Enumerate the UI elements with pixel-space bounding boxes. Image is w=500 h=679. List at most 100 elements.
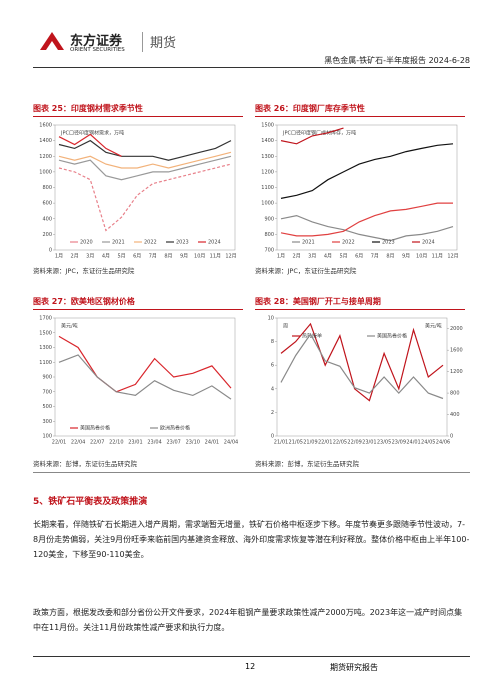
x-tick-label: 21/05 (289, 440, 303, 446)
chart-note: JPC口径印度钢厂成材库存，万吨 (282, 130, 356, 137)
series-line (280, 143, 454, 199)
plot-frame (54, 124, 236, 251)
x-tick-label: 4月 (324, 254, 332, 260)
legend-label: 美国热卷价格 (80, 425, 110, 432)
y-tick-label: 1000 (261, 201, 274, 207)
paragraph: 长期来看，伴随铁矿石长期进入增产周期，需求端暂无增量，铁矿石价格中枢逐步下移。年… (33, 520, 470, 559)
x-tick-label: 10月 (194, 254, 205, 260)
plot-frame (276, 317, 448, 437)
legend-label: 2021 (112, 240, 125, 246)
x-tick-label: 10月 (416, 254, 427, 260)
logo-en: ORIENT SECURITIES (70, 47, 125, 53)
y-tick-label: 1100 (261, 185, 274, 191)
plot-frame (54, 317, 236, 437)
x-tick-label: 22/07 (90, 440, 104, 446)
y-tick-label: 1200 (261, 169, 274, 175)
series-line (280, 332, 444, 400)
x-tick-label: 24/05 (421, 440, 435, 446)
x-tick-label: 9月 (402, 254, 410, 260)
figure-title: 图表 28：美国钢厂开工与接单周期 (255, 296, 465, 310)
legend-label: 2022 (144, 240, 157, 246)
x-tick-label: 24/06 (436, 440, 450, 446)
y-tick-label: 0 (49, 248, 52, 254)
chart-note: 周 (283, 324, 288, 330)
figure-title: 图表 26：印度钢厂库存季节性 (255, 103, 465, 117)
legend-label: 2024 (208, 240, 221, 246)
chart-note: 美元/吨 (425, 323, 442, 330)
x-tick-label: 23/04 (147, 440, 161, 446)
y-tick-label: 1100 (39, 360, 52, 366)
y-tick-label: 500 (42, 404, 52, 410)
y2-tick-label: 2000 (450, 326, 463, 332)
y-tick-label: 700 (42, 389, 52, 395)
y-tick-label: 200 (42, 232, 52, 238)
footer-rule (33, 656, 470, 657)
y-tick-label: 1600 (39, 123, 52, 129)
legend-label: 2021 (302, 240, 315, 246)
legend-label: 美国热卷价格 (377, 333, 407, 340)
legend-label: 欧洲热卷价格 (160, 425, 190, 432)
y-tick-label: 1200 (39, 154, 52, 160)
series-line (280, 322, 444, 402)
x-tick-label: 23/10 (186, 440, 200, 446)
y-tick-label: 300 (42, 419, 52, 425)
figure-source: 资料来源：JPC，东证衍生品研究院 (33, 267, 135, 275)
y-tick-label: 0 (271, 434, 274, 440)
x-tick-label: 12月 (447, 254, 458, 260)
x-tick-label: 3月 (86, 254, 94, 260)
y-tick-label: 4 (271, 386, 274, 392)
section-heading: 5、铁矿石平衡表及政策推演 (33, 497, 148, 507)
x-tick-label: 1月 (277, 254, 285, 260)
chart-note: JPC口径印度钢材需求，万吨 (60, 130, 124, 137)
y2-tick-label: 800 (450, 391, 460, 397)
series-line (58, 354, 232, 400)
x-tick-label: 1月 (55, 254, 63, 260)
x-tick-label: 8月 (164, 254, 172, 260)
x-tick-label: 22/04 (71, 440, 85, 446)
header-rule (33, 67, 470, 68)
figure-title: 图表 27：欧美地区钢材价格 (33, 296, 243, 310)
legend-label: 2020 (80, 240, 93, 246)
y-tick-label: 100 (42, 434, 52, 440)
logo-cn: 东方证券 (70, 34, 123, 49)
figure-title: 图表 25：印度钢材需求季节性 (33, 103, 243, 117)
x-tick-label: 21/01 (274, 440, 288, 446)
y2-tick-label: 1200 (450, 369, 463, 375)
x-tick-label: 11月 (210, 254, 221, 260)
legend-label: 2022 (342, 240, 355, 246)
figure-source: 资料来源：彭博，东证衍生品研究院 (255, 460, 359, 468)
y-tick-label: 900 (264, 216, 274, 222)
series-line (58, 139, 232, 161)
x-tick-label: 22/01 (318, 440, 332, 446)
y-tick-label: 1000 (39, 169, 52, 175)
y2-tick-label: 400 (450, 412, 460, 418)
division: 期货 (150, 36, 177, 51)
y-tick-label: 800 (42, 185, 52, 191)
footer-label: 期货研究报告 (330, 663, 378, 672)
legend-label: 2023 (176, 240, 189, 246)
divider (142, 32, 143, 52)
x-tick-label: 6月 (355, 254, 363, 260)
legend-label: 2023 (382, 240, 395, 246)
x-tick-label: 7月 (149, 254, 157, 260)
x-tick-label: 12月 (225, 254, 236, 260)
x-tick-label: 5月 (117, 254, 125, 260)
chart-note: 美元/吨 (61, 323, 78, 330)
x-tick-label: 6月 (133, 254, 141, 260)
series-line (280, 214, 454, 242)
y-tick-label: 1700 (39, 316, 52, 322)
plot-frame (276, 124, 458, 251)
rule (33, 472, 470, 473)
series-line (280, 202, 453, 237)
y-tick-label: 800 (264, 232, 274, 238)
series-line (58, 163, 232, 232)
y-tick-label: 900 (42, 375, 52, 381)
series-line (58, 335, 232, 393)
page-number: 12 (245, 662, 256, 671)
x-tick-label: 23/01 (362, 440, 376, 446)
x-tick-label: 11月 (432, 254, 443, 260)
paragraph: 政策方面，根据发改委和部分省份公开文件要求，2024年粗钢产量要求政策性减产20… (33, 608, 463, 632)
series-line (58, 133, 122, 157)
